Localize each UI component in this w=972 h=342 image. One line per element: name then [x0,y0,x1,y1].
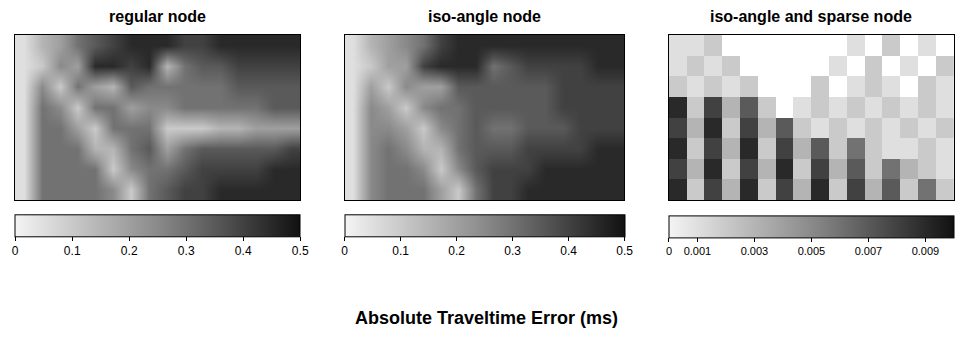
svg-text:0.001: 0.001 [684,245,712,257]
svg-text:0.007: 0.007 [855,245,883,257]
svg-text:0.4: 0.4 [560,244,577,258]
svg-text:0.2: 0.2 [448,244,465,258]
svg-text:regular node: regular node [109,8,206,25]
svg-text:0.1: 0.1 [392,244,409,258]
svg-text:0.3: 0.3 [504,244,521,258]
svg-text:0.009: 0.009 [912,245,940,257]
svg-text:iso-angle node: iso-angle node [428,8,541,25]
svg-text:0.2: 0.2 [121,244,138,258]
svg-text:Absolute Traveltime Error (ms): Absolute Traveltime Error (ms) [355,308,618,328]
svg-text:0: 0 [341,244,348,258]
svg-text:0.5: 0.5 [292,244,309,258]
svg-text:0: 0 [666,245,672,257]
svg-text:0.4: 0.4 [235,244,252,258]
svg-text:0.1: 0.1 [64,244,81,258]
svg-text:0: 0 [12,244,19,258]
svg-text:0.003: 0.003 [741,245,769,257]
svg-text:iso-angle and sparse node: iso-angle and sparse node [710,8,912,25]
svg-text:0.005: 0.005 [798,245,826,257]
svg-text:0.3: 0.3 [178,244,195,258]
svg-text:0.5: 0.5 [616,244,633,258]
